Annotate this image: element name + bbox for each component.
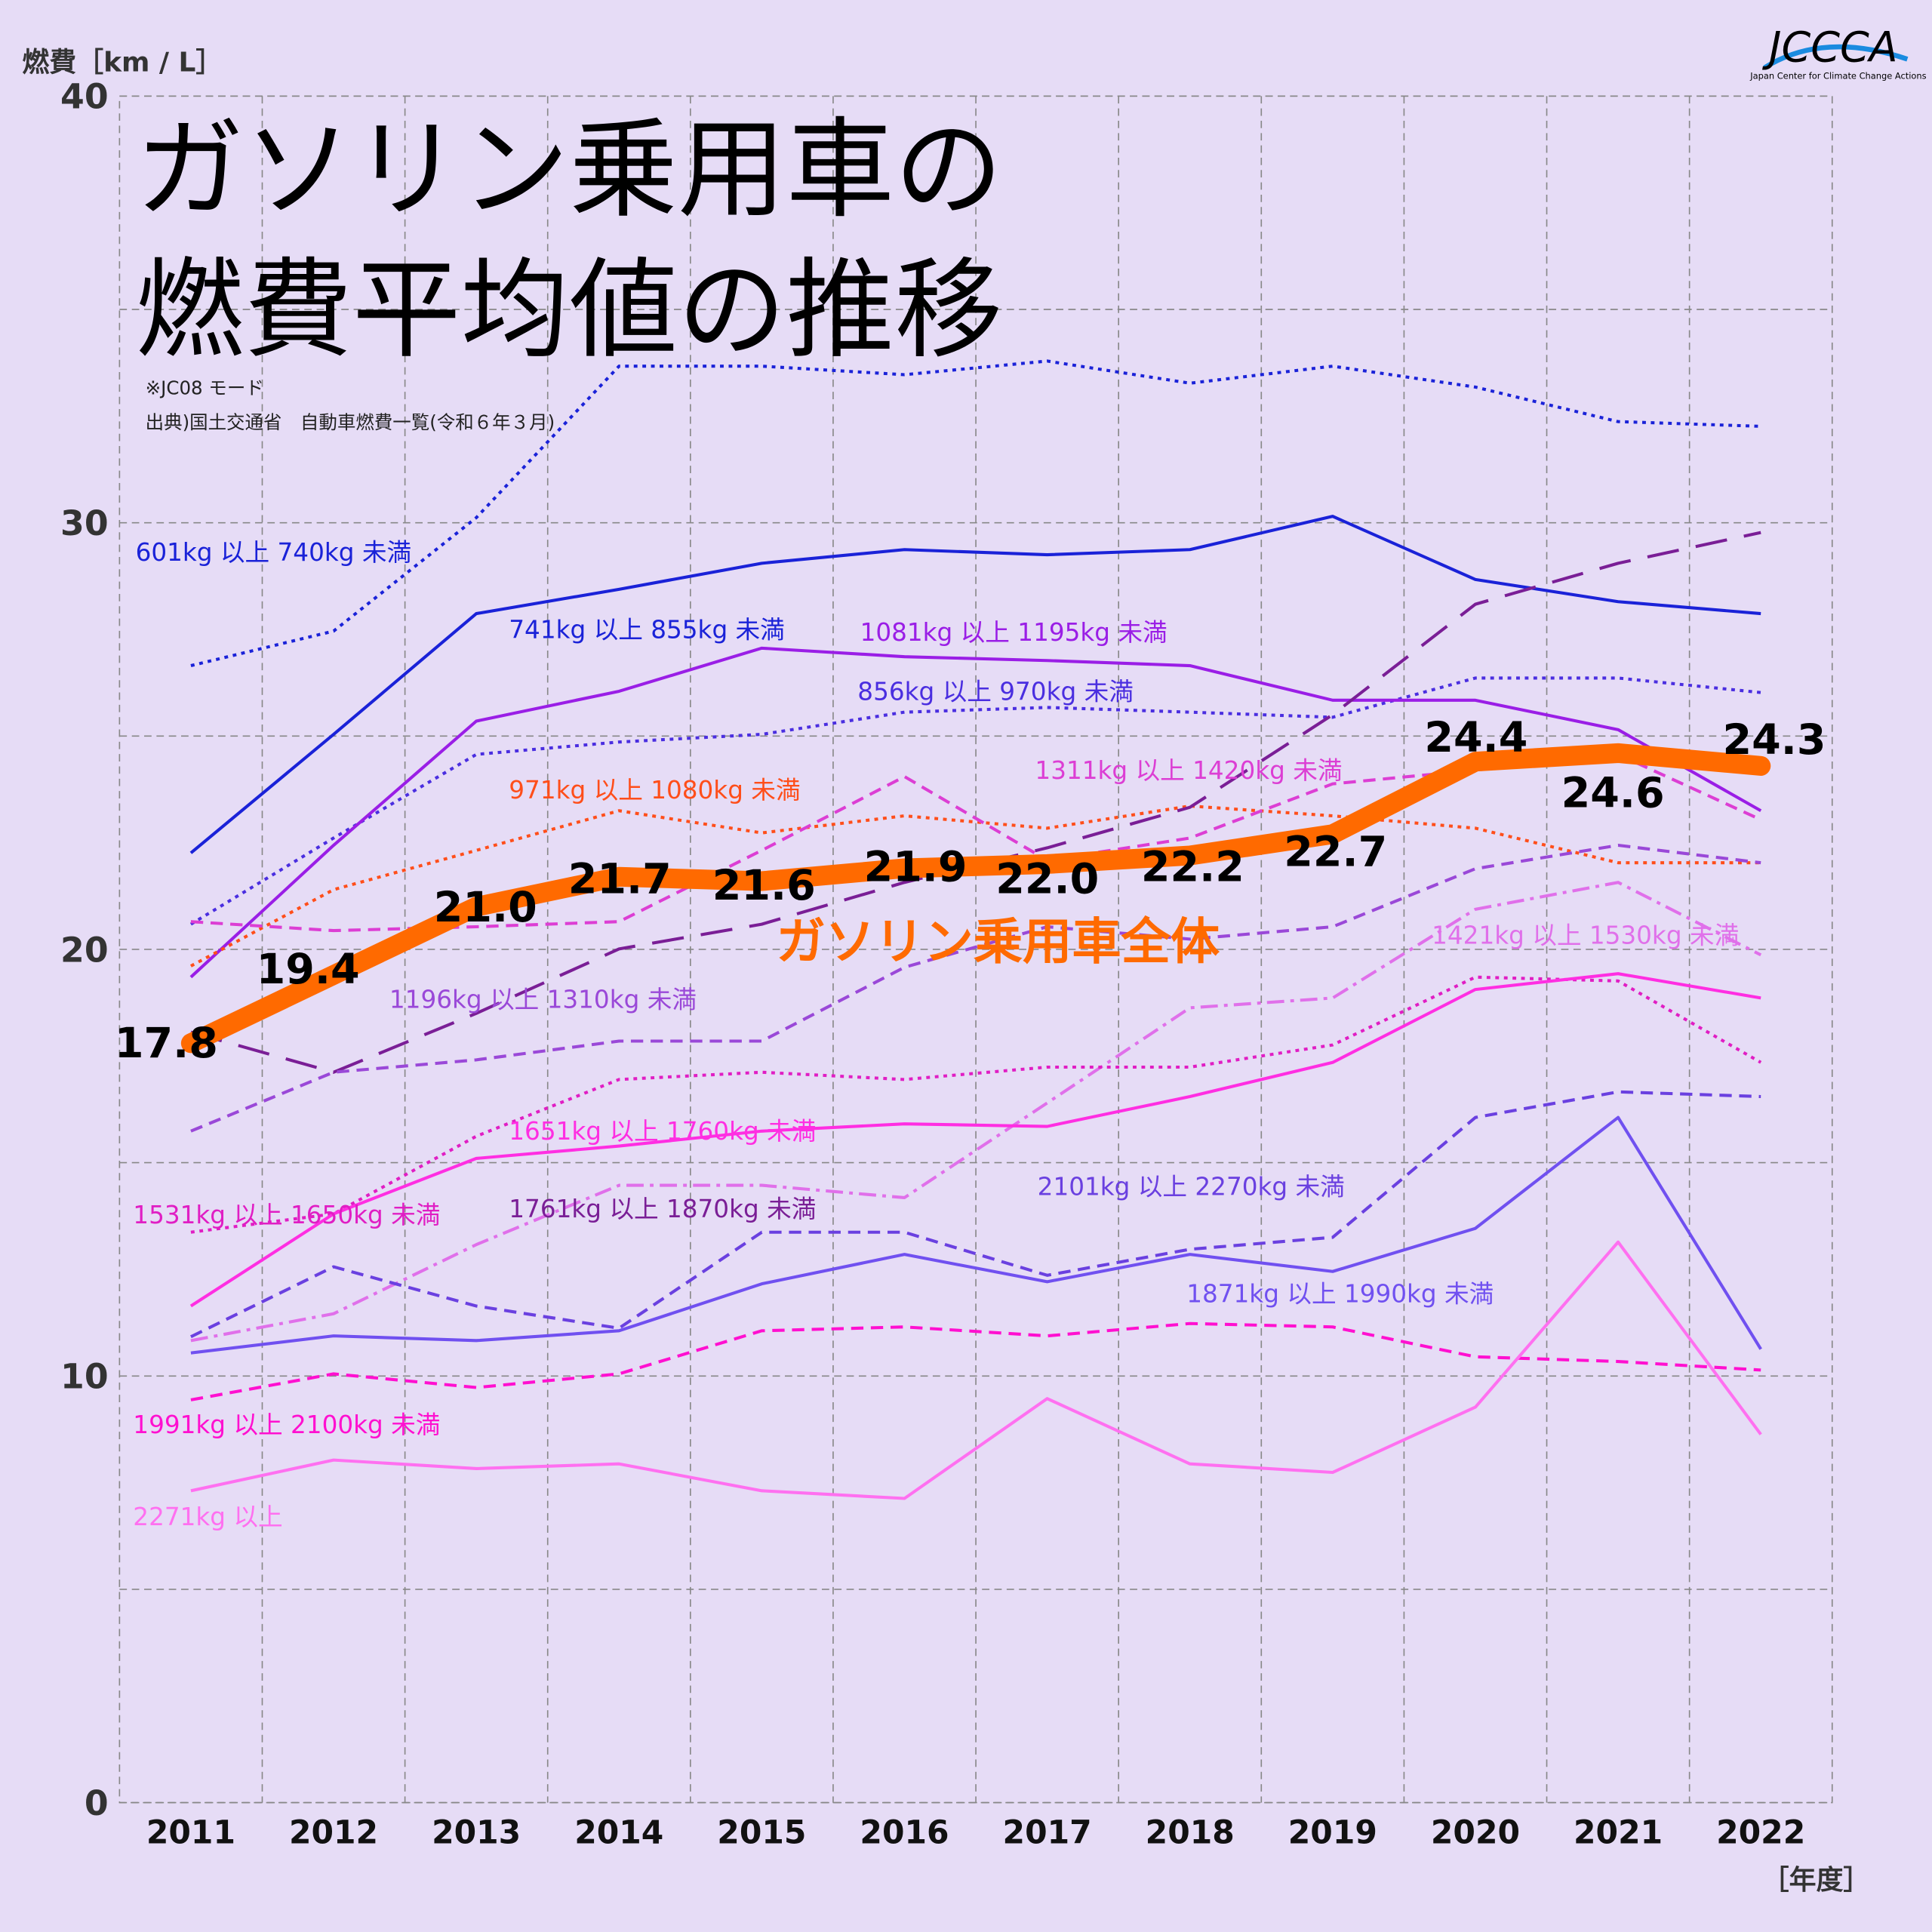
labels: 601kg 以上 740kg 未満 741kg 以上 855kg 未満 856kg … xyxy=(115,538,1826,1531)
note: ※JC08 モード xyxy=(146,377,264,398)
series-label: 2271kg 以上 xyxy=(133,1503,282,1531)
lines xyxy=(180,359,1771,1500)
value-label: 21.7 xyxy=(568,855,672,904)
value-label: 24.6 xyxy=(1561,768,1665,817)
series-annotation: ガソリン乗用車全体 xyxy=(777,913,1220,971)
note: 出典)国土交通省 自動車燃費一覧(令和６年３月) xyxy=(146,411,555,433)
series-line xyxy=(190,359,1761,668)
y-tick-label: 20 xyxy=(60,930,109,970)
logo-arc xyxy=(1763,44,1909,70)
x-tick-label: 2020 xyxy=(1431,1814,1520,1851)
series-line xyxy=(190,843,1761,1133)
logo-subtitle: Japan Center for Climate Change Actions xyxy=(1749,70,1926,81)
x-tick-label: 2012 xyxy=(289,1814,378,1851)
x-tick-label: 2017 xyxy=(1003,1814,1092,1851)
x-tick-label: 2014 xyxy=(574,1814,663,1851)
series-label: 856kg 以上 970kg 未満 xyxy=(857,677,1134,706)
series-label: 1531kg 以上 1650kg 未満 xyxy=(133,1201,440,1229)
y-tick-label: 30 xyxy=(60,503,109,543)
main-line xyxy=(180,743,1771,1054)
x-tick-label: 2022 xyxy=(1716,1814,1805,1851)
y-tick-label: 10 xyxy=(60,1357,109,1397)
series-label: 971kg 以上 1080kg 未満 xyxy=(509,776,800,804)
series-label: 741kg 以上 855kg 未満 xyxy=(509,616,785,645)
series-label: 1311kg 以上 1420kg 未満 xyxy=(1035,756,1342,785)
x-tick-label: 2018 xyxy=(1146,1814,1235,1851)
series-label: 1761kg 以上 1870kg 未満 xyxy=(509,1195,816,1223)
series-line xyxy=(190,1321,1761,1401)
value-label: 21.6 xyxy=(712,861,816,910)
series-label: 1651kg 以上 1760kg 未満 xyxy=(509,1117,816,1146)
value-label: 19.4 xyxy=(257,945,360,994)
series-line xyxy=(189,646,1762,979)
series-label: 1081kg 以上 1195kg 未満 xyxy=(860,618,1168,647)
value-label: 22.7 xyxy=(1284,828,1387,877)
series-line xyxy=(189,972,1761,1308)
series-label: 2101kg 以上 2270kg 未満 xyxy=(1038,1173,1345,1201)
series-line xyxy=(190,975,1762,1234)
series-line xyxy=(189,515,1761,854)
value-label: 22.0 xyxy=(995,855,1099,904)
series-label: 1196kg 以上 1310kg 未満 xyxy=(389,986,697,1014)
value-label: 24.4 xyxy=(1424,713,1527,762)
value-label: 17.8 xyxy=(115,1019,218,1068)
y-tick-label: 40 xyxy=(60,77,109,117)
series-line xyxy=(190,531,1761,1074)
value-label: 21.0 xyxy=(434,883,537,932)
value-label: 24.3 xyxy=(1723,715,1826,764)
series-label: 601kg 以上 740kg 未満 xyxy=(136,538,412,567)
x-tick-label: 2011 xyxy=(146,1814,235,1851)
x-tick-label: 2019 xyxy=(1288,1814,1377,1851)
value-label: 21.9 xyxy=(864,842,968,891)
title: 燃費平均値の推移 xyxy=(136,247,1003,373)
title: ガソリン乗用車の xyxy=(136,106,1003,232)
series-line xyxy=(190,1115,1762,1355)
series-line xyxy=(190,1240,1762,1500)
grid: 0 10 20 30 40 2011 2012 2013 2014 2015 2016 2017 201… xyxy=(60,77,1833,1851)
series-line xyxy=(189,804,1761,968)
series-label: 1871kg 以上 1990kg 未満 xyxy=(1186,1280,1494,1309)
x-tick-label: 2013 xyxy=(432,1814,521,1851)
y-tick-label: 0 xyxy=(85,1783,109,1823)
x-tick-label: 2021 xyxy=(1574,1814,1663,1851)
x-axis-label: ［年度］ xyxy=(1762,1865,1871,1896)
series-line xyxy=(190,1090,1761,1339)
y-axis-label: 燃費［km / L］ xyxy=(22,48,223,78)
series-label: 1991kg 以上 2100kg 未満 xyxy=(133,1411,440,1439)
series-line xyxy=(190,881,1762,1343)
x-tick-label: 2015 xyxy=(717,1814,806,1851)
series-label: 1421kg 以上 1530kg 未満 xyxy=(1432,921,1739,950)
value-label: 22.2 xyxy=(1141,842,1244,891)
logo: JCCCA xyxy=(1761,23,1898,72)
series-line xyxy=(189,676,1761,926)
x-tick-label: 2016 xyxy=(860,1814,949,1851)
